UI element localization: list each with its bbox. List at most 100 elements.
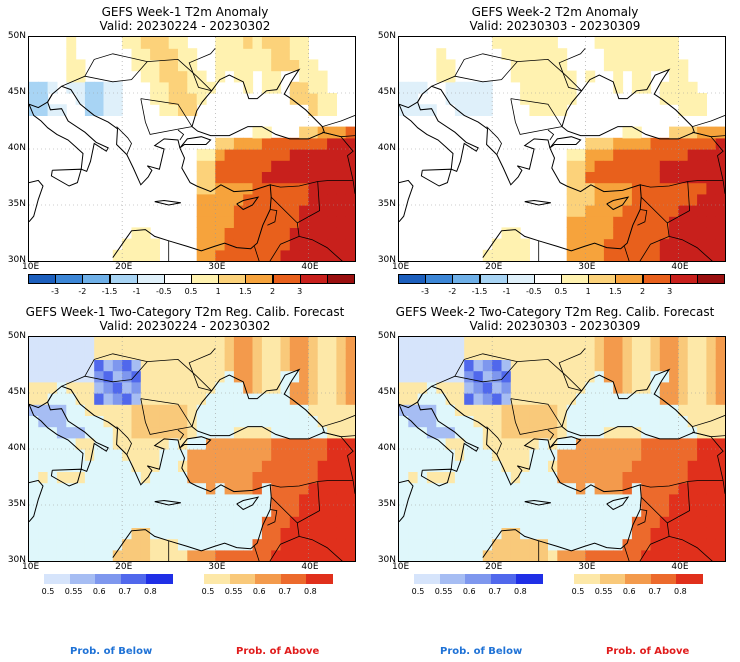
grid-cell	[178, 70, 188, 83]
grid-cell	[75, 527, 86, 540]
grid-cell	[576, 404, 586, 416]
grid-cell	[641, 216, 652, 228]
grid-cell	[678, 227, 689, 240]
colorbar-swatch	[642, 274, 671, 284]
colorbar-swatch	[439, 574, 467, 584]
grid-cell	[631, 482, 642, 495]
grid-cell	[585, 149, 596, 161]
grid-cell	[308, 415, 319, 428]
grid-cell	[613, 538, 624, 551]
grid-cell	[687, 337, 698, 349]
grid-cell	[206, 393, 216, 405]
coastline	[399, 393, 479, 473]
grid-cell	[557, 104, 568, 116]
map-br	[398, 336, 726, 562]
grid-cell	[454, 460, 465, 472]
grid-cell	[271, 471, 282, 484]
grid-cell	[299, 93, 309, 105]
grid-cell	[336, 460, 347, 472]
grid-cell	[66, 482, 77, 495]
grid-cell	[84, 538, 95, 551]
grid-cell	[445, 370, 456, 383]
grid-cell	[168, 426, 179, 439]
colorbar-tick: 0.8	[304, 587, 317, 596]
coastline	[399, 85, 642, 258]
grid-cell	[252, 216, 263, 228]
grid-cell	[603, 59, 614, 72]
grid-cell	[56, 538, 67, 551]
grid-cell	[566, 160, 577, 172]
grid-cell	[482, 393, 493, 405]
grid-cell	[140, 482, 151, 495]
grid-cell	[168, 37, 179, 49]
coastline	[29, 93, 109, 173]
grid-cell	[280, 527, 291, 540]
grid-cell	[445, 527, 456, 540]
grid-cell	[482, 449, 493, 461]
grid-cell	[706, 348, 717, 360]
grid-cell	[261, 393, 272, 405]
grid-cell	[641, 238, 652, 251]
grid-cell	[594, 460, 605, 472]
grid-cell	[417, 549, 428, 561]
colorbar-tick: 0.8	[674, 587, 687, 596]
grid-cell	[408, 538, 419, 551]
grid-cell	[408, 370, 419, 383]
grid-cell	[47, 348, 58, 360]
grid-cell	[585, 426, 596, 439]
grid-cell	[150, 426, 160, 439]
coastline	[191, 68, 325, 140]
grid-cell	[215, 460, 226, 472]
grid-cell	[140, 48, 151, 60]
grid-cell	[271, 493, 282, 506]
grid-cell	[687, 370, 698, 383]
grid-cell	[261, 348, 272, 360]
grid-cell	[482, 516, 493, 528]
grid-cell	[585, 516, 596, 528]
grid-cell	[501, 426, 512, 439]
grid-cell	[280, 348, 291, 360]
grid-cell	[280, 37, 291, 49]
grid-cell	[426, 415, 437, 428]
grid-cell	[557, 538, 568, 551]
grid-cell	[520, 70, 530, 83]
grid-cell	[66, 471, 77, 484]
country-border	[510, 98, 563, 135]
grid-cell	[417, 81, 428, 94]
grid-cell	[631, 370, 642, 383]
grid-cell	[445, 482, 456, 495]
grid-cell	[103, 404, 114, 416]
grid-cell	[215, 516, 226, 528]
grid-cell	[557, 81, 568, 94]
grid-cell	[464, 527, 475, 540]
grid-cell	[187, 449, 198, 461]
grid-cell	[501, 527, 512, 540]
grid-cell	[261, 48, 272, 60]
grid-cell	[140, 471, 151, 484]
panel-tl: GEFS Week-1 T2m Anomaly Valid: 20230224 -…	[0, 0, 370, 300]
grid-cell	[271, 182, 282, 195]
grid-cell	[613, 415, 624, 428]
grid-cell	[566, 216, 577, 228]
grid-cell	[243, 238, 254, 251]
grid-cell	[594, 505, 605, 517]
grid-cell	[464, 381, 475, 394]
grid-cell	[112, 404, 123, 416]
grid-cell	[94, 415, 105, 428]
grid-cell	[271, 415, 282, 428]
grid-cell	[299, 37, 309, 49]
grid-cell	[445, 348, 456, 360]
grid-cell	[557, 482, 568, 495]
grid-cell	[641, 482, 652, 495]
panel-title: GEFS Week-1 Two-Category T2m Reg. Calib.…	[25, 305, 345, 319]
grid-cell	[650, 193, 661, 206]
grid-cell	[687, 149, 698, 161]
grid-cell	[594, 549, 605, 561]
grid-cell	[196, 70, 207, 83]
grid-cell	[178, 516, 188, 528]
grid-cell	[529, 449, 540, 461]
grid-cell	[454, 493, 465, 506]
grid-cell	[271, 348, 282, 360]
grid-cell	[150, 359, 160, 372]
grid-cell	[252, 527, 263, 540]
